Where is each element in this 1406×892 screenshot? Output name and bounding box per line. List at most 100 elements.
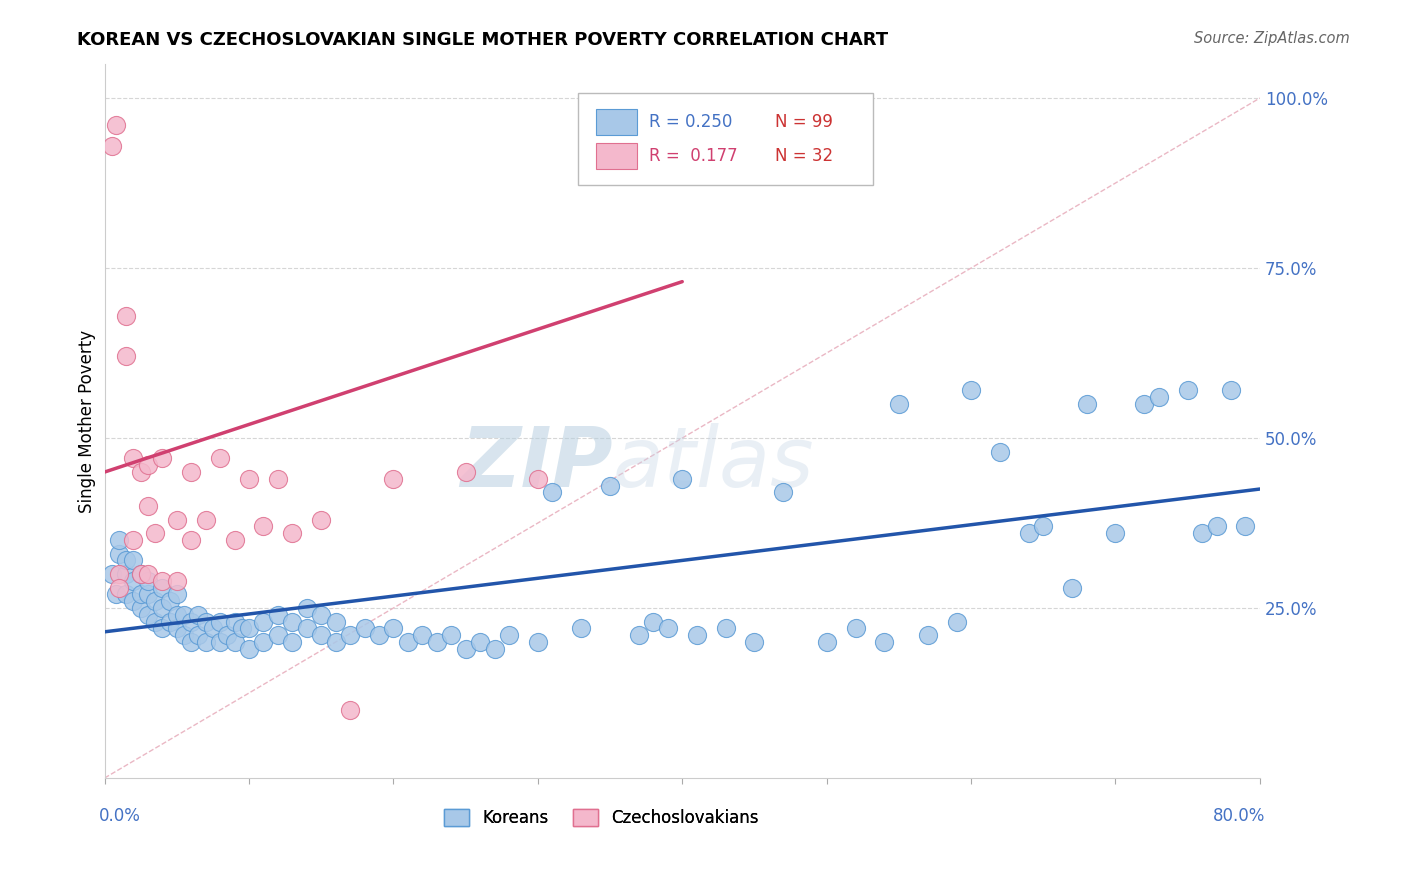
Text: 80.0%: 80.0%	[1213, 806, 1265, 824]
Point	[108, 567, 131, 582]
Point	[744, 635, 766, 649]
Point	[960, 384, 983, 398]
Point	[714, 622, 737, 636]
Point	[180, 615, 202, 629]
Point	[295, 622, 318, 636]
Point	[1018, 526, 1040, 541]
Text: 0.0%: 0.0%	[98, 806, 141, 824]
Point	[105, 587, 128, 601]
Point	[671, 472, 693, 486]
Point	[150, 601, 173, 615]
Point	[136, 574, 159, 588]
Point	[150, 574, 173, 588]
Point	[917, 628, 939, 642]
Point	[150, 451, 173, 466]
Point	[252, 519, 274, 533]
Point	[159, 594, 181, 608]
Point	[122, 533, 145, 547]
Point	[267, 472, 290, 486]
Point	[267, 607, 290, 622]
Point	[1205, 519, 1227, 533]
Point	[1177, 384, 1199, 398]
Point	[166, 607, 188, 622]
Point	[454, 465, 477, 479]
Point	[115, 350, 138, 364]
Point	[129, 601, 152, 615]
Point	[339, 628, 361, 642]
Point	[105, 118, 128, 132]
Point	[527, 635, 550, 649]
Point	[166, 622, 188, 636]
Text: KOREAN VS CZECHOSLOVAKIAN SINGLE MOTHER POVERTY CORRELATION CHART: KOREAN VS CZECHOSLOVAKIAN SINGLE MOTHER …	[77, 31, 889, 49]
Point	[238, 622, 260, 636]
Point	[122, 451, 145, 466]
Point	[353, 622, 375, 636]
Point	[101, 138, 124, 153]
Point	[396, 635, 419, 649]
Point	[115, 553, 138, 567]
Point	[115, 567, 138, 582]
Point	[339, 703, 361, 717]
FancyBboxPatch shape	[596, 109, 637, 135]
Point	[173, 628, 195, 642]
Legend: Koreans, Czechoslovakians: Koreans, Czechoslovakians	[437, 803, 766, 834]
Point	[224, 533, 246, 547]
Text: ZIP: ZIP	[460, 424, 613, 504]
Point	[143, 594, 166, 608]
Point	[1147, 390, 1170, 404]
Point	[1220, 384, 1243, 398]
Point	[180, 635, 202, 649]
Point	[382, 622, 405, 636]
Point	[150, 622, 173, 636]
Point	[498, 628, 520, 642]
Point	[873, 635, 896, 649]
Point	[686, 628, 709, 642]
Point	[309, 607, 332, 622]
Point	[180, 465, 202, 479]
Point	[309, 513, 332, 527]
Point	[108, 533, 131, 547]
Point	[187, 607, 209, 622]
Point	[129, 587, 152, 601]
Point	[122, 574, 145, 588]
Point	[136, 587, 159, 601]
Point	[426, 635, 449, 649]
Point	[122, 553, 145, 567]
Point	[281, 526, 304, 541]
Point	[484, 641, 506, 656]
Point	[209, 615, 232, 629]
Point	[108, 581, 131, 595]
Point	[569, 622, 592, 636]
Point	[136, 567, 159, 582]
Point	[224, 635, 246, 649]
Point	[115, 587, 138, 601]
Text: N = 99: N = 99	[775, 113, 832, 131]
Point	[325, 635, 347, 649]
Point	[772, 485, 794, 500]
Point	[129, 567, 152, 582]
Point	[143, 615, 166, 629]
Point	[217, 628, 239, 642]
Point	[209, 635, 232, 649]
Point	[1032, 519, 1054, 533]
Point	[454, 641, 477, 656]
Point	[166, 574, 188, 588]
Point	[252, 615, 274, 629]
Text: R = 0.250: R = 0.250	[648, 113, 733, 131]
FancyBboxPatch shape	[596, 144, 637, 169]
Point	[166, 587, 188, 601]
Point	[1191, 526, 1213, 541]
Point	[988, 444, 1011, 458]
Point	[440, 628, 463, 642]
Point	[129, 567, 152, 582]
Point	[136, 458, 159, 473]
Point	[281, 615, 304, 629]
Point	[136, 607, 159, 622]
Text: Source: ZipAtlas.com: Source: ZipAtlas.com	[1194, 31, 1350, 46]
Point	[238, 472, 260, 486]
Point	[129, 465, 152, 479]
Point	[224, 615, 246, 629]
Point	[159, 615, 181, 629]
Point	[887, 397, 910, 411]
Point	[368, 628, 391, 642]
